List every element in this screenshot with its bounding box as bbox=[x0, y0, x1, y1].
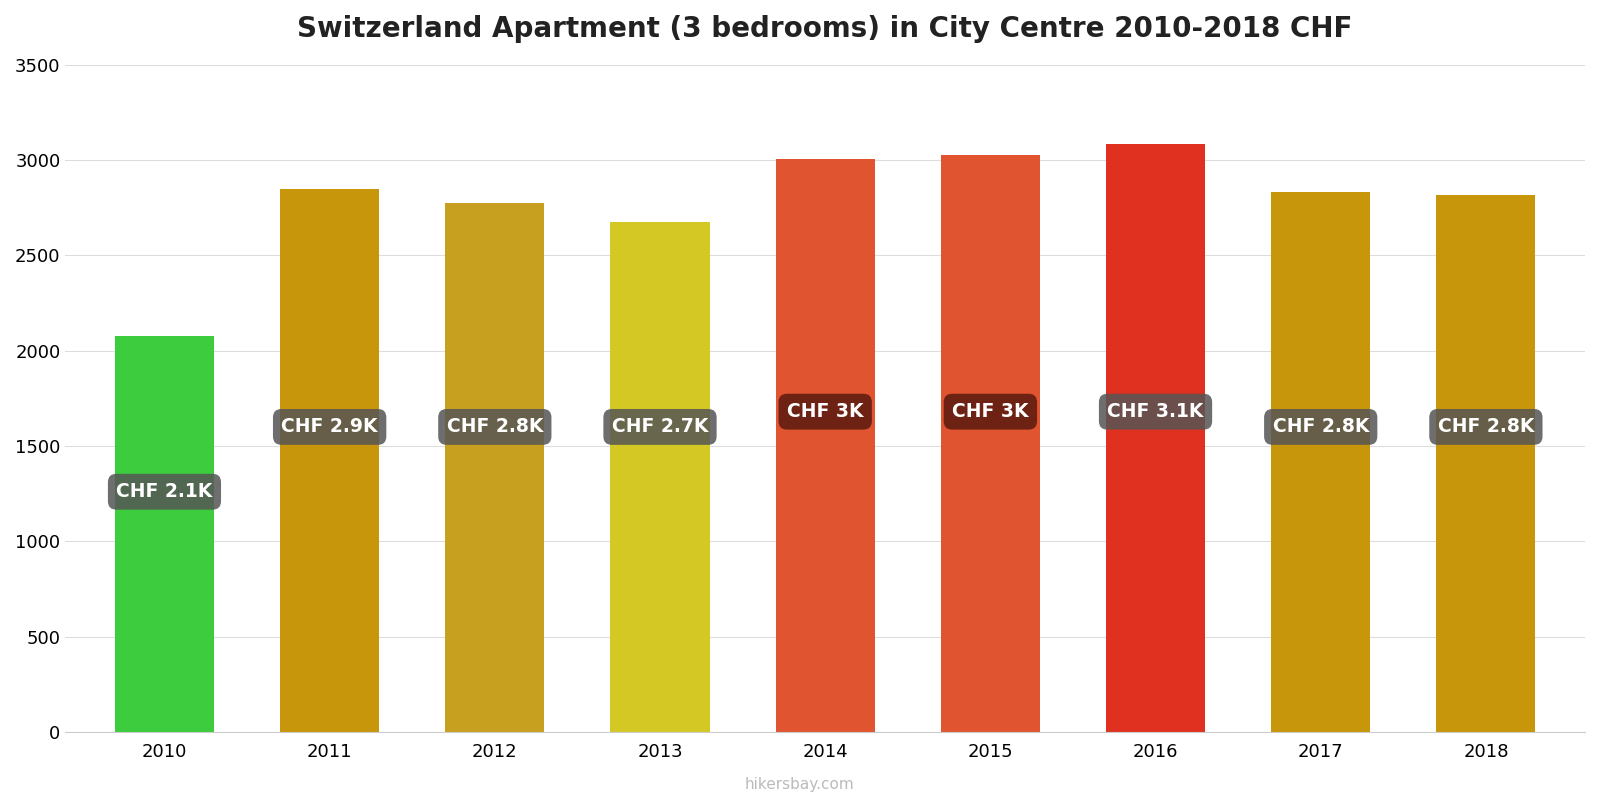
Text: CHF 2.1K: CHF 2.1K bbox=[117, 482, 213, 502]
Text: CHF 3.1K: CHF 3.1K bbox=[1107, 402, 1203, 421]
Bar bbox=[1437, 195, 1536, 732]
Bar bbox=[1106, 144, 1205, 732]
Bar bbox=[115, 336, 214, 732]
Text: CHF 2.8K: CHF 2.8K bbox=[446, 418, 542, 437]
Text: CHF 2.9K: CHF 2.9K bbox=[282, 418, 378, 437]
Text: CHF 2.8K: CHF 2.8K bbox=[1272, 418, 1370, 437]
Text: CHF 3K: CHF 3K bbox=[787, 402, 864, 421]
Title: Switzerland Apartment (3 bedrooms) in City Centre 2010-2018 CHF: Switzerland Apartment (3 bedrooms) in Ci… bbox=[298, 15, 1354, 43]
Bar bbox=[445, 203, 544, 732]
Text: CHF 3K: CHF 3K bbox=[952, 402, 1029, 421]
Bar bbox=[611, 222, 709, 732]
Text: hikersbay.com: hikersbay.com bbox=[746, 777, 854, 792]
Bar bbox=[280, 189, 379, 732]
Text: CHF 2.7K: CHF 2.7K bbox=[611, 418, 709, 437]
Bar bbox=[1270, 191, 1370, 732]
Bar bbox=[776, 159, 875, 732]
Bar bbox=[941, 155, 1040, 732]
Text: CHF 2.8K: CHF 2.8K bbox=[1438, 418, 1534, 437]
